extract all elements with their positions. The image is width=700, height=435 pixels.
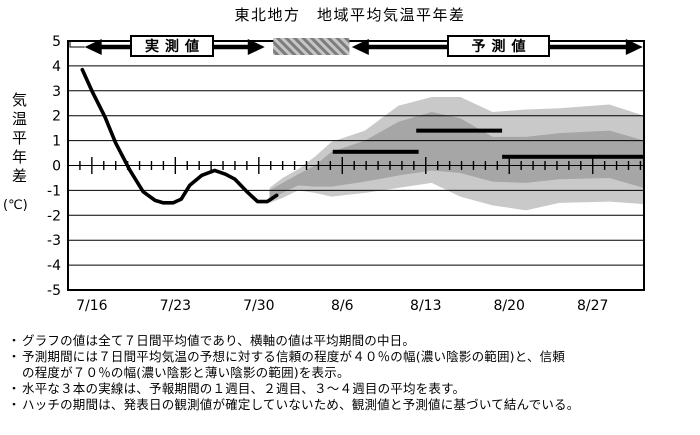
- y-axis-unit: (℃): [3, 198, 28, 213]
- svg-text:1: 1: [52, 134, 61, 150]
- svg-text:7/30: 7/30: [243, 298, 274, 314]
- chart-canvas: 5 4 3 2 1 0 -1 -2 -3 -4 -5 7/16 7/23 7/30 8/6 8/13 8/20 8…: [47, 34, 645, 314]
- footnote-item-continuation: の程度が７０％の幅(濃い陰影と薄い陰影の範囲)を表示。: [6, 365, 696, 381]
- zero-axis-ticks: [79, 157, 642, 174]
- svg-text:-3: -3: [47, 233, 61, 249]
- svg-text:-1: -1: [47, 183, 61, 199]
- svg-text:3: 3: [52, 84, 61, 100]
- svg-text:8/6: 8/6: [331, 298, 354, 314]
- x-tick-labels: 7/16 7/23 7/30 8/6 8/13 8/20 8/27: [76, 298, 608, 314]
- footnote-text: 予測期間には７日間平均気温の予想に対する信頼の程度が４０％の幅(濃い陰影の範囲)…: [22, 349, 566, 364]
- svg-text:7/23: 7/23: [160, 298, 191, 314]
- svg-text:5: 5: [52, 34, 61, 50]
- svg-text:8/27: 8/27: [577, 298, 608, 314]
- bullet-icon: ・: [7, 381, 21, 396]
- week-mean-bar-3: [502, 154, 644, 159]
- svg-text:0: 0: [52, 159, 61, 175]
- footnote-text: グラフの値は全て７日間平均値であり、横軸の値は平均期間の中日。: [22, 333, 416, 348]
- footnote-item: ・ 水平な３本の実線は、予報期間の１週目、２週目、３～４週目の平均を表す。: [6, 381, 696, 397]
- footnote-item: ・ グラフの値は全て７日間平均値であり、横軸の値は平均期間の中日。: [6, 333, 696, 349]
- bullet-spacer: [6, 365, 22, 381]
- svg-text:8/13: 8/13: [410, 298, 441, 314]
- y-tick-labels: 5 4 3 2 1 0 -1 -2 -3 -4 -5: [47, 34, 61, 299]
- footnote-text: ハッチの期間は、発表日の観測値が確定していないため、観測値と予測値に基づいて結ん…: [22, 397, 580, 412]
- hatch-period: [273, 38, 350, 55]
- svg-text:-5: -5: [47, 283, 61, 299]
- svg-text:-2: -2: [47, 208, 61, 224]
- svg-text:2: 2: [52, 109, 61, 125]
- footnote-item: ・ ハッチの期間は、発表日の観測値が確定していないため、観測値と予測値に基づいて…: [6, 397, 696, 413]
- footnote-item: ・ 予測期間には７日間平均気温の予想に対する信頼の程度が４０％の幅(濃い陰影の範…: [6, 349, 696, 365]
- footnote-list: ・ グラフの値は全て７日間平均値であり、横軸の値は平均期間の中日。 ・ 予測期間…: [6, 333, 696, 413]
- footnote-text: 水平な３本の実線は、予報期間の１週目、２週目、３～４週目の平均を表す。: [22, 381, 466, 396]
- bullet-icon: ・: [7, 349, 21, 364]
- observed-period-label: 実測値: [145, 39, 205, 55]
- forecast-period-label: 予測値: [471, 39, 532, 55]
- y-axis-title: 気温平年差: [10, 92, 28, 187]
- bullet-icon: ・: [7, 397, 21, 412]
- svg-text:-4: -4: [47, 258, 61, 274]
- confidence-band-40: [269, 111, 644, 200]
- svg-text:4: 4: [52, 59, 61, 75]
- plot-border: [67, 40, 645, 291]
- svg-text:7/16: 7/16: [76, 298, 108, 314]
- forecast-period-label-box: 予測値: [447, 35, 550, 57]
- footnote-text: の程度が７０％の幅(濃い陰影と薄い陰影の範囲)を表示。: [22, 365, 350, 380]
- page-title: 東北地方 地域平均気温平年差: [234, 6, 466, 24]
- arrow-corner-connector: [69, 42, 85, 48]
- svg-text:8/20: 8/20: [494, 298, 525, 314]
- observed-period-label-box: 実測値: [130, 35, 214, 57]
- week-mean-bar-1: [332, 149, 419, 154]
- observed-line: [80, 67, 279, 205]
- bullet-icon: ・: [7, 333, 21, 348]
- week-mean-bar-2: [416, 128, 503, 133]
